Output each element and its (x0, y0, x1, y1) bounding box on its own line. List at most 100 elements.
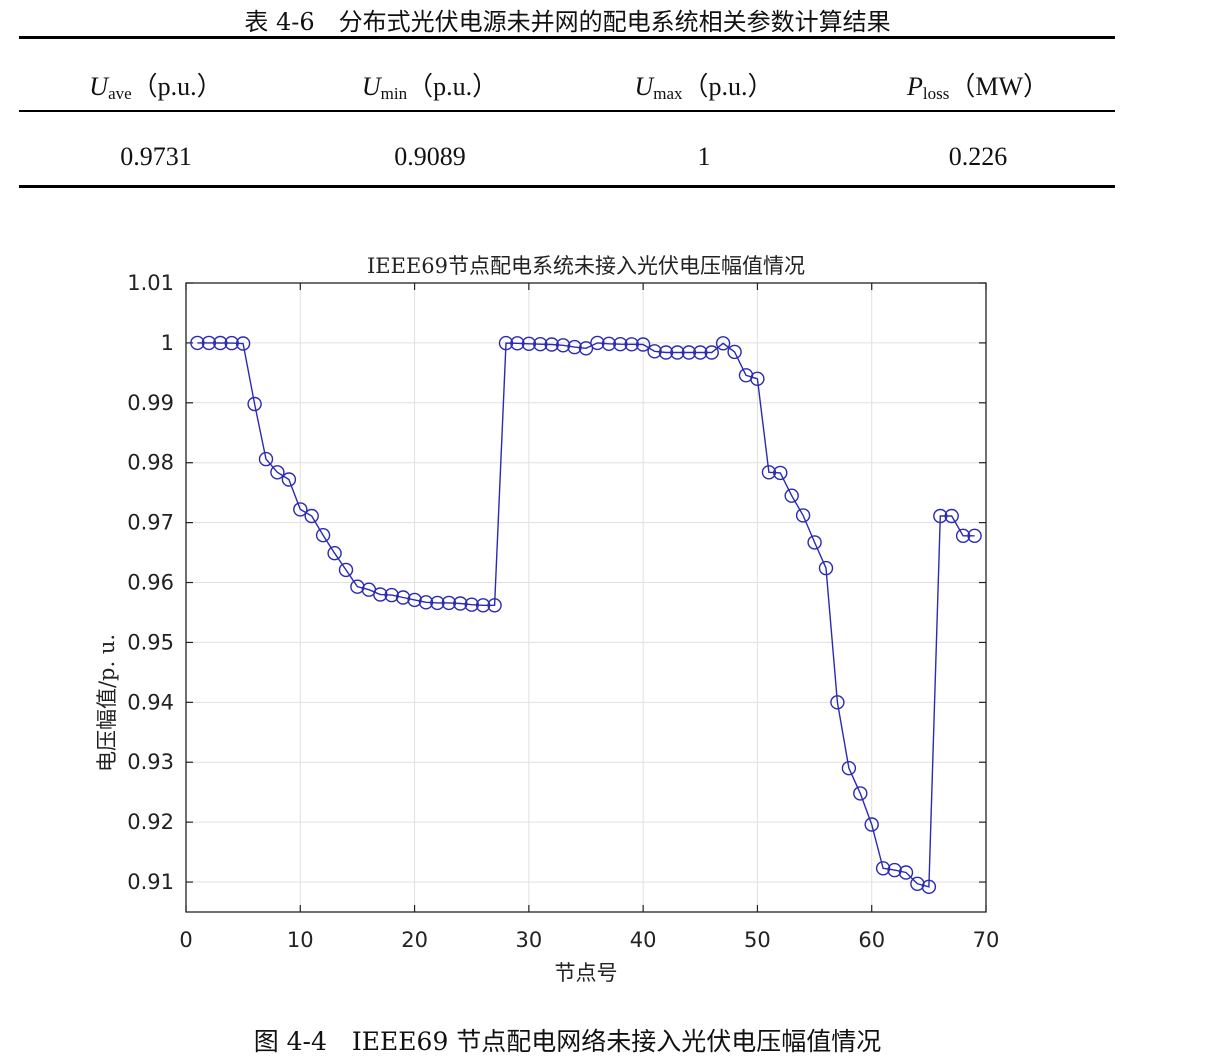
data-point-marker (818, 560, 834, 576)
data-point-marker (761, 465, 777, 480)
header-umax-sub: max (653, 84, 683, 103)
data-point-marker (567, 339, 582, 355)
data-point-marker (601, 336, 617, 352)
chart-title: IEEE69节点配电系统未接入光伏电压幅值情况 (367, 254, 805, 278)
data-point-marker (590, 335, 605, 351)
data-point-marker (281, 472, 297, 487)
header-umax-unit: （p.u.） (682, 72, 774, 101)
data-point-marker (235, 336, 251, 351)
x-tick-label: 10 (287, 928, 314, 952)
x-axis-label: 节点号 (555, 961, 618, 985)
data-point-marker (498, 335, 514, 351)
data-point-marker (373, 587, 388, 602)
data-point-marker (247, 396, 262, 412)
data-point-marker (304, 508, 319, 524)
x-tick-label: 20 (401, 928, 428, 952)
data-point-marker (795, 508, 811, 523)
data-point-marker (898, 865, 914, 880)
value-uave: 0.9731 (120, 142, 192, 171)
header-uave-sub: ave (108, 84, 132, 103)
data-point-marker (613, 336, 628, 352)
data-point-marker (773, 465, 788, 481)
data-point-marker (955, 528, 971, 543)
header-umax-symbol: U (634, 72, 654, 101)
data-point-marker (418, 595, 434, 610)
y-tick-label: 0.92 (127, 810, 174, 834)
data-point-marker (213, 335, 228, 351)
data-point-marker (944, 508, 959, 524)
data-point-marker (841, 761, 857, 776)
y-tick-label: 1.01 (127, 271, 174, 295)
value-umin: 0.9089 (394, 142, 466, 171)
x-tick-label: 50 (744, 928, 771, 952)
data-point-marker (453, 596, 468, 611)
data-point-marker (727, 344, 742, 360)
data-point-marker (921, 879, 937, 894)
y-tick-label: 0.96 (127, 571, 174, 595)
y-tick-label: 0.95 (127, 630, 174, 654)
data-point-marker (430, 595, 445, 611)
data-point-marker (510, 336, 525, 351)
table-top-rule (19, 36, 1115, 39)
data-point-marker (258, 451, 274, 467)
x-tick-label: 40 (630, 928, 657, 952)
header-ploss-sub: loss (922, 84, 950, 103)
header-ploss-symbol: P (906, 72, 923, 101)
y-tick-label: 0.99 (127, 391, 174, 415)
header-umin-sub: min (380, 84, 408, 103)
data-point-marker (475, 598, 491, 613)
data-point-marker (578, 341, 594, 356)
data-point-marker (315, 528, 331, 543)
data-point-marker (521, 336, 537, 352)
y-tick-label: 0.93 (127, 750, 174, 774)
data-point-marker (853, 786, 868, 801)
series-line (197, 342, 975, 888)
plot-frame (185, 282, 987, 913)
data-point-marker (441, 595, 457, 611)
table-header-rule (19, 110, 1115, 112)
data-point-marker (967, 528, 982, 543)
value-umax: 1 (697, 142, 711, 171)
y-tick-label: 0.94 (127, 690, 174, 714)
data-point-marker (750, 371, 765, 387)
data-point-marker (270, 465, 285, 480)
header-uave-unit: （p.u.） (131, 72, 223, 101)
data-point-marker (693, 345, 708, 360)
data-point-marker (635, 337, 651, 352)
header-umax: Umax（p.u.） (567, 66, 841, 104)
data-point-marker (807, 535, 822, 550)
data-point-marker (864, 817, 879, 832)
data-point-marker (555, 338, 571, 353)
data-point-marker (715, 336, 731, 351)
data-point-marker (544, 337, 559, 352)
y-tick-label: 0.91 (127, 870, 174, 894)
data-point-marker (933, 508, 948, 524)
data-point-marker (830, 695, 845, 710)
data-point-marker (647, 344, 662, 359)
ticks: 0 10 20 30 40 50 60 70 0.91 0.92 0.93 0.94 0.95 0.96 0… (127, 271, 999, 952)
data-point-marker (658, 345, 674, 360)
x-tick-label: 30 (515, 928, 542, 952)
data-point-marker (384, 587, 399, 603)
data-point-marker (293, 502, 308, 517)
y-axis-label: 电压幅值/p. u. (95, 634, 119, 772)
data-point-marker (464, 597, 479, 612)
data-point-marker (327, 546, 342, 561)
data-point-marker (338, 562, 354, 578)
data-point-marker (487, 598, 502, 613)
header-uave-symbol: U (89, 72, 109, 101)
data-point-marker (784, 488, 799, 503)
y-tick-label: 0.98 (127, 451, 174, 475)
header-umin-symbol: U (361, 72, 381, 101)
data-point-marker (533, 336, 548, 352)
data-point-marker (624, 337, 639, 352)
table-bottom-rule (19, 185, 1115, 188)
data-point-marker (704, 345, 719, 360)
x-tick-label: 0 (179, 928, 192, 952)
x-tick-label: 70 (973, 928, 1000, 952)
data-point-marker (670, 345, 685, 360)
data-point-marker (201, 335, 217, 351)
table-caption: 表 4-6 分布式光伏电源未并网的配电系统相关参数计算结果 (244, 8, 891, 36)
figure-caption: 图 4-4 IEEE69 节点配电网络未接入光伏电压幅值情况 (253, 1027, 882, 1056)
data-point-marker (224, 335, 239, 351)
